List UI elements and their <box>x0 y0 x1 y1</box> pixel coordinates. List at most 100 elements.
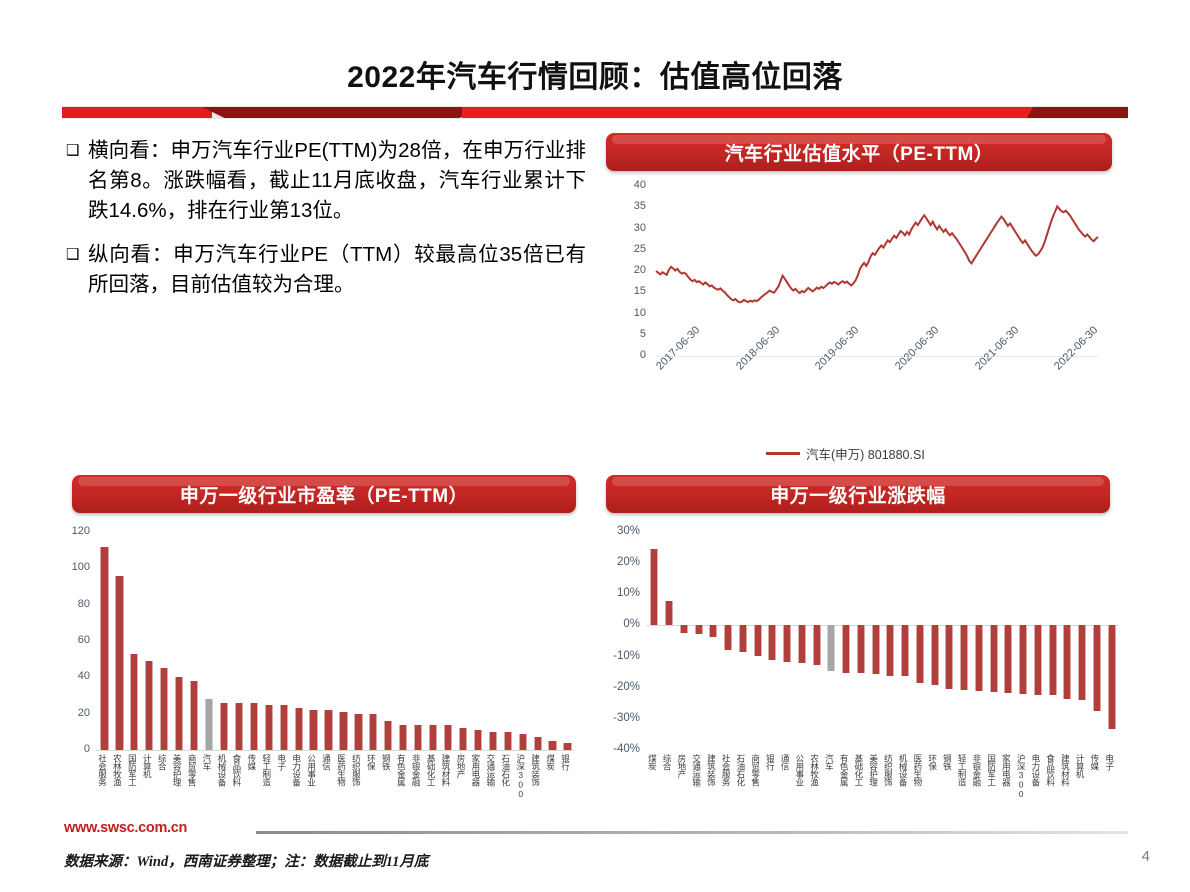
bar <box>160 668 169 750</box>
bar <box>1092 625 1101 712</box>
y-axis-tick-label: 20% <box>616 556 640 569</box>
bar <box>324 710 333 750</box>
bar <box>827 625 836 671</box>
x-axis-category-label: 环保 <box>366 754 377 770</box>
x-axis-category-label: 纺织服饰 <box>351 754 362 786</box>
x-axis-category-label: 房地产 <box>455 754 466 778</box>
bar <box>1048 625 1057 696</box>
bar <box>563 742 572 750</box>
y-axis-tick-label: 30 <box>633 221 646 234</box>
bar <box>369 713 378 750</box>
bar <box>856 625 865 674</box>
x-axis-category-label: 公用事业 <box>306 754 317 786</box>
x-axis-category-label: 通信 <box>321 754 332 770</box>
x-axis-category-label: 有色金属 <box>396 754 407 786</box>
bar <box>1004 625 1013 694</box>
x-axis-category-label: 建筑材料 <box>441 754 452 786</box>
bar <box>488 731 497 750</box>
footer-source-note: 数据来源：Wind，西南证券整理；注：数据截止到11月底 <box>64 854 429 870</box>
bar <box>974 625 983 691</box>
bar <box>665 600 674 626</box>
y-axis-tick-label: 40 <box>633 179 646 191</box>
y-axis-tick-label: 0 <box>639 349 646 361</box>
bullet-text: 横向看：申万汽车行业PE(TTM)为28倍，在申万行业排名第8。涨跌幅看，截止1… <box>88 139 586 222</box>
bar <box>309 710 318 750</box>
bullet-text: 纵向看：申万汽车行业PE（TTM）较最高位35倍已有所回落，目前估值较为合理。 <box>88 243 586 296</box>
x-axis-category-label: 建筑装饰 <box>706 754 717 786</box>
bar <box>738 625 747 653</box>
bar <box>204 699 214 750</box>
bar <box>915 625 924 684</box>
bar <box>783 625 792 662</box>
bar <box>234 702 244 750</box>
bar <box>709 625 718 637</box>
x-axis-category-label: 房地产 <box>676 754 687 778</box>
bar <box>694 625 703 635</box>
x-axis-category-label: 环保 <box>927 754 938 770</box>
y-axis-tick-label: 0% <box>623 618 640 631</box>
bar <box>753 625 762 656</box>
chart-return-bars: 30% 20% 10% 0% -10% -20% -30% -40% 煤炭 综合 房地产 交通运输 建筑… <box>606 518 1126 818</box>
bar <box>1019 625 1028 694</box>
x-axis-category-label: 沪深300 <box>515 754 526 799</box>
x-axis-category-label: 非银金融 <box>411 754 422 786</box>
bar <box>219 702 229 750</box>
x-axis-category-label: 石油石化 <box>500 754 511 786</box>
y-axis-tick-label: 40 <box>77 670 90 683</box>
zero-baseline <box>96 750 574 751</box>
chart-legend: 汽车(申万) 801880.SI <box>766 444 925 463</box>
chart-pe-line: 40 35 30 25 20 15 10 5 0 2017-06-30 2018-06-30 2019… <box>606 176 1112 466</box>
x-axis-category-label: 农林牧渔 <box>809 754 820 786</box>
x-axis-category-label: 交通运输 <box>691 754 702 786</box>
bar <box>145 660 154 750</box>
page-number: 4 <box>1141 848 1150 865</box>
bar <box>115 575 124 750</box>
zero-baseline <box>646 625 1118 627</box>
y-axis-tick-label: -20% <box>613 680 640 693</box>
pe-line-series <box>655 204 1099 304</box>
bar <box>812 625 821 666</box>
x-axis-category-label: 商贸零售 <box>750 754 761 786</box>
x-axis-category-label: 煤炭 <box>545 754 556 770</box>
footer-url[interactable]: www.swsc.com.cn <box>64 820 188 836</box>
x-axis-line <box>656 356 1098 357</box>
footer-divider <box>256 831 1128 834</box>
bar <box>399 724 408 750</box>
bar <box>724 625 733 650</box>
x-axis-category-label: 食品饮料 <box>231 754 242 786</box>
x-axis-category-label: 建筑装饰 <box>530 754 541 786</box>
x-axis-category-label: 传媒 <box>246 754 257 770</box>
bar <box>871 625 880 674</box>
x-axis-category-label: 医药生物 <box>336 754 347 786</box>
bar <box>473 730 483 750</box>
bar <box>945 625 954 690</box>
bar <box>768 625 777 660</box>
x-axis-category-label: 传媒 <box>1089 754 1100 770</box>
bar <box>797 625 806 664</box>
y-axis-tick-label: 35 <box>633 200 646 213</box>
y-axis-tick-label: -30% <box>613 711 640 724</box>
bar <box>249 702 258 750</box>
x-axis-category-label: 钢铁 <box>381 754 392 770</box>
y-axis-tick-label: 80 <box>77 597 90 610</box>
bar <box>264 704 273 750</box>
bar <box>503 731 512 750</box>
y-axis-tick-label: 5 <box>639 327 646 340</box>
x-axis-category-label: 银行 <box>765 754 776 770</box>
x-axis-category-label: 综合 <box>157 754 168 770</box>
bar <box>384 720 393 750</box>
x-axis-category-label: 机械设备 <box>216 754 227 786</box>
x-axis-category-label: 商贸零售 <box>187 754 198 786</box>
bar <box>100 546 109 750</box>
x-axis-category-label: 社会服务 <box>721 754 732 786</box>
x-axis-category-label: 公用事业 <box>794 754 805 786</box>
x-axis-category-label: 基础化工 <box>853 754 864 786</box>
bar <box>548 740 557 750</box>
y-axis-tick-label: 25 <box>633 242 646 255</box>
y-axis-tick-label: 10 <box>633 306 646 319</box>
x-axis-category-label: 社会服务 <box>97 754 108 786</box>
x-axis-category-label: 银行 <box>560 754 571 770</box>
legend-label: 汽车(申万) 801880.SI <box>806 448 925 462</box>
bar <box>901 625 910 677</box>
x-axis-category-label: 家用电器 <box>470 754 481 786</box>
